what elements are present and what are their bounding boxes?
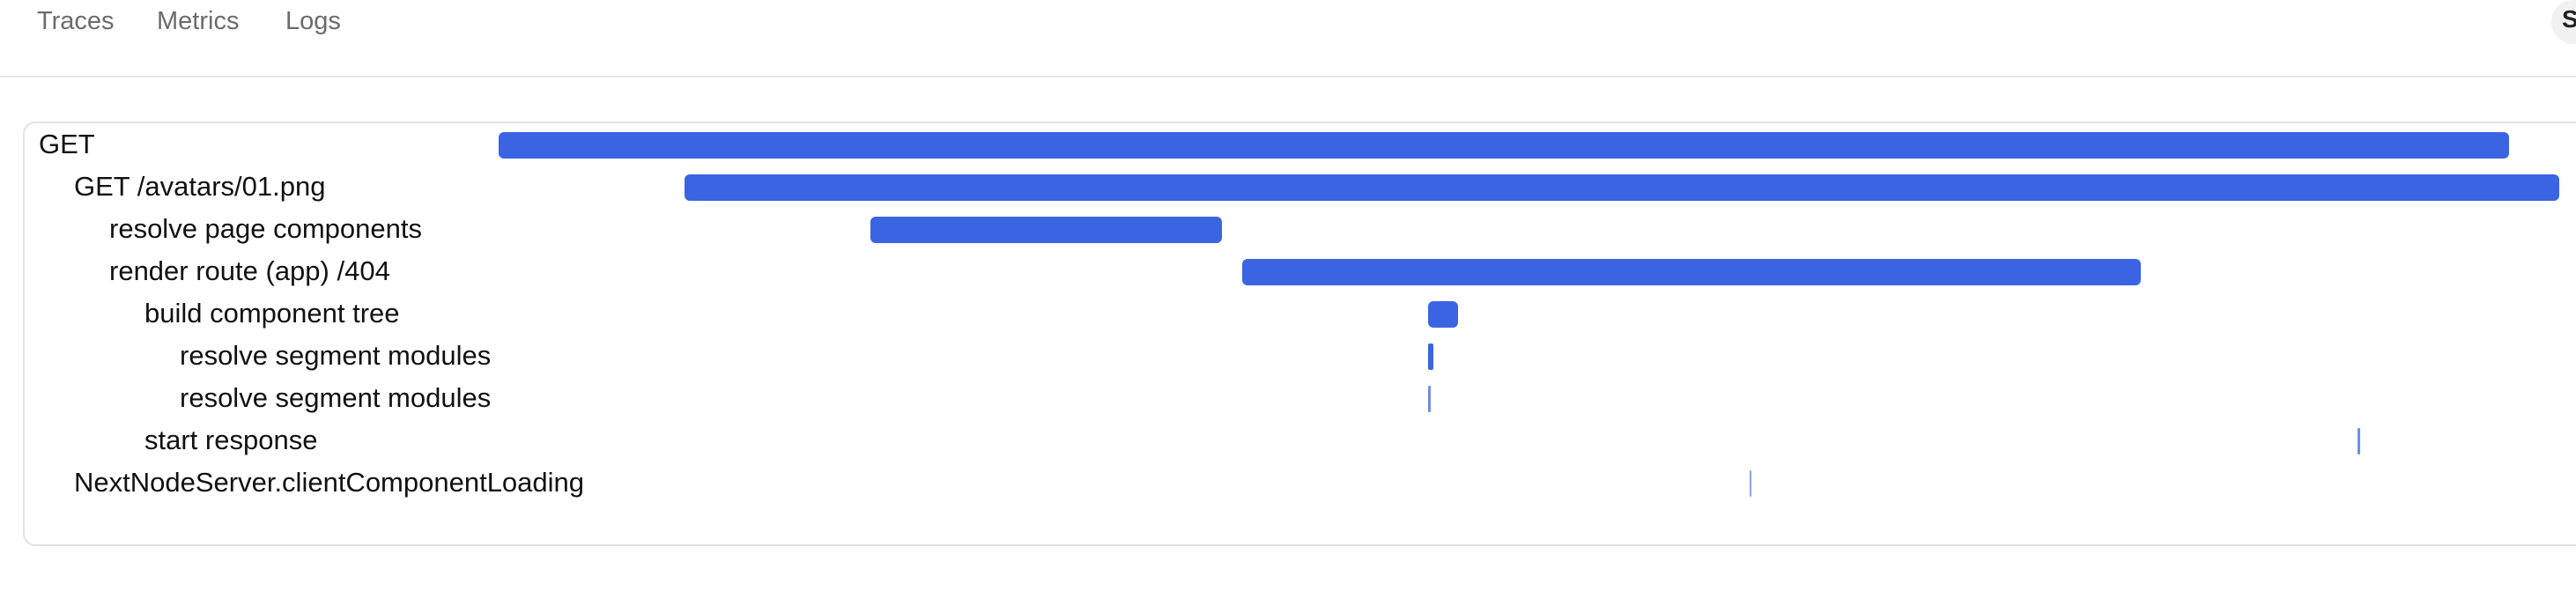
span-label: build component tree (144, 298, 400, 329)
span-bar[interactable] (499, 132, 2509, 159)
tab-logs[interactable]: Logs (285, 7, 341, 35)
span-label: resolve page components (109, 213, 423, 244)
span-label: resolve segment modules (180, 382, 492, 413)
span-bar[interactable] (1428, 343, 1433, 370)
span-row[interactable]: NextNodeServer.clientComponentLoading (0, 462, 2576, 504)
span-label: start response (144, 425, 318, 455)
span-bar[interactable] (1242, 259, 2141, 285)
top-navigation: Traces Metrics Logs S (0, 0, 2576, 78)
span-row[interactable]: GET (0, 123, 2576, 166)
span-bar[interactable] (1428, 386, 1431, 412)
span-row[interactable]: start response (0, 419, 2576, 462)
tab-metrics[interactable]: Metrics (157, 7, 240, 35)
span-row[interactable]: resolve segment modules (0, 377, 2576, 419)
span-label: resolve segment modules (180, 340, 492, 371)
span-bar[interactable] (1750, 470, 1751, 497)
span-label: GET /avatars/01.png (74, 171, 326, 202)
span-label: render route (app) /404 (109, 255, 390, 286)
span-bar[interactable] (2358, 428, 2360, 454)
corner-button-label: S (2562, 5, 2576, 33)
span-row[interactable]: build component tree (0, 292, 2576, 335)
corner-button[interactable]: S (2551, 0, 2576, 44)
span-bar[interactable] (1428, 301, 1458, 328)
span-row[interactable]: resolve segment modules (0, 335, 2576, 377)
span-label: NextNodeServer.clientComponentLoading (74, 467, 585, 498)
span-row[interactable]: GET /avatars/01.png (0, 166, 2576, 208)
tab-traces[interactable]: Traces (37, 7, 115, 35)
span-row[interactable]: render route (app) /404 (0, 250, 2576, 292)
span-bar[interactable] (685, 174, 2559, 201)
span-label: GET (39, 129, 95, 159)
span-bar[interactable] (870, 217, 1222, 243)
span-row[interactable]: resolve page components (0, 208, 2576, 250)
